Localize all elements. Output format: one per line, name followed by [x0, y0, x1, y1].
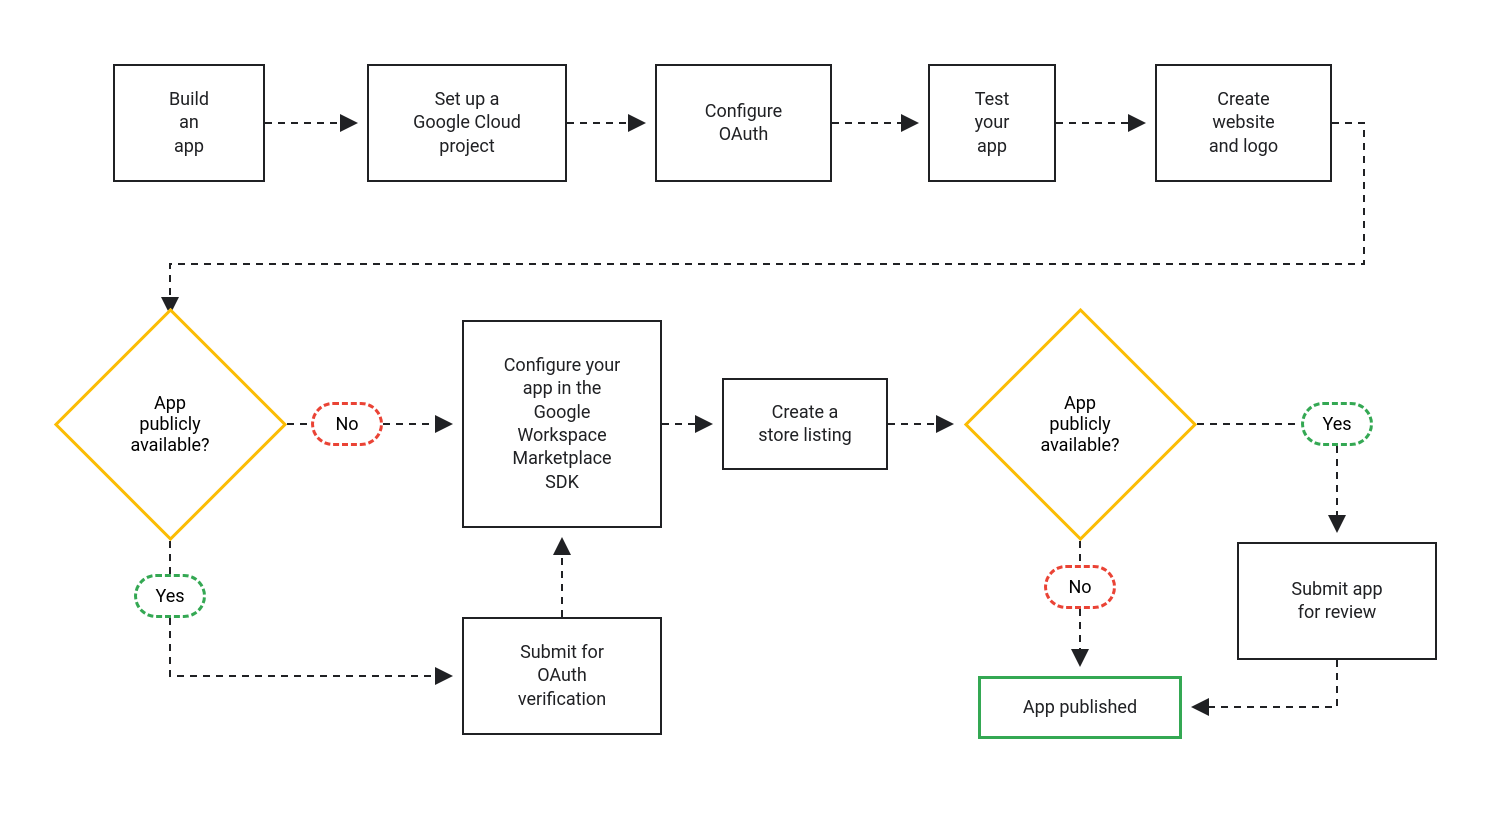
node-decision2: App publicly available?: [998, 342, 1163, 507]
node-submit_oauth: Submit for OAuth verification: [462, 617, 662, 735]
node-store_listing: Create a store listing: [722, 378, 888, 470]
node-configure_oauth: Configure OAuth: [655, 64, 832, 182]
node-create_website: Create website and logo: [1155, 64, 1332, 182]
node-decision1-label: App publicly available?: [88, 342, 253, 507]
pill-pill_no1: No: [311, 402, 383, 446]
pill-pill_no2: No: [1044, 565, 1116, 609]
node-configure_sdk: Configure your app in the Google Workspa…: [462, 320, 662, 528]
node-decision2-label: App publicly available?: [998, 342, 1163, 507]
node-setup_project: Set up a Google Cloud project: [367, 64, 567, 182]
pill-pill_yes1: Yes: [134, 574, 206, 618]
node-app_published: App published: [978, 676, 1182, 739]
node-decision1: App publicly available?: [88, 342, 253, 507]
node-test_app: Test your app: [928, 64, 1056, 182]
node-build_app: Build an app: [113, 64, 265, 182]
pill-pill_yes2: Yes: [1301, 402, 1373, 446]
node-submit_review: Submit app for review: [1237, 542, 1437, 660]
